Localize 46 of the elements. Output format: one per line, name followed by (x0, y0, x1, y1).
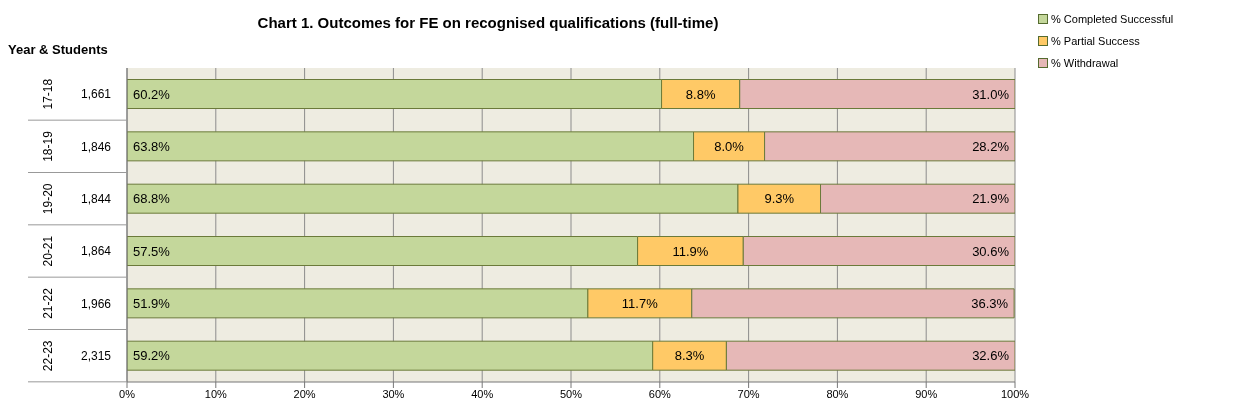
text: 1,966 (80, 296, 112, 311)
data-label: 28.2% (972, 138, 1010, 154)
text: 2,315 (80, 348, 112, 363)
x-tick-label: 60% (648, 387, 672, 400)
data-label: 51.9% (133, 295, 171, 311)
data-label: 57.5% (133, 243, 171, 259)
x-tick-label: 80% (826, 387, 849, 400)
data-label: 36.3% (971, 295, 1009, 311)
x-tick-label: 10% (204, 387, 228, 400)
x-tick-label: 20% (293, 387, 316, 400)
y-tick-label: 19-20 (41, 183, 55, 215)
data-label: 8.0% (714, 138, 745, 154)
data-label: 59.2% (133, 348, 171, 364)
data-label: 9.3% (764, 191, 795, 207)
data-label: 8.3% (674, 348, 705, 364)
y-axis-title: Year & Students (8, 42, 108, 57)
y-tick-label: 21-22 (41, 287, 55, 319)
legend-label: % Partial Success (1050, 34, 1141, 49)
data-label: 60.2% (133, 86, 171, 102)
y-tick-label: 20-21 (41, 235, 55, 267)
data-label: 32.6% (972, 348, 1010, 364)
data-label: 68.8% (133, 191, 171, 207)
x-tick-label: 90% (915, 387, 938, 400)
data-label: 11.7% (621, 295, 659, 311)
x-tick-label: 100% (1000, 387, 1030, 400)
x-tick-label: 30% (382, 387, 405, 400)
x-tick-label: 70% (737, 387, 760, 400)
data-label: 63.8% (133, 138, 171, 154)
y-tick-label: 18-19 (41, 130, 55, 162)
x-tick-label: 50% (559, 387, 583, 400)
chart-title: Chart 1. Outcomes for FE on recognised qualifications (full-time) (256, 14, 720, 31)
text: 1,844 (80, 191, 112, 206)
data-label: 31.0% (972, 86, 1010, 102)
legend-label: % Completed Successful (1050, 12, 1175, 27)
data-label: 11.9% (672, 243, 709, 259)
x-tick-label: 40% (471, 387, 494, 400)
y-tick-label: 17-18 (41, 78, 55, 110)
text: 1,846 (80, 139, 112, 154)
data-label: 30.6% (972, 243, 1010, 259)
data-label: 8.8% (685, 86, 716, 102)
legend-label: % Withdrawal (1050, 56, 1120, 71)
text: 1,661 (80, 87, 112, 102)
x-tick-label: 0% (119, 387, 136, 400)
text: 1,864 (80, 244, 112, 259)
y-tick-label: 22-23 (41, 340, 55, 372)
data-label: 21.9% (972, 191, 1010, 207)
